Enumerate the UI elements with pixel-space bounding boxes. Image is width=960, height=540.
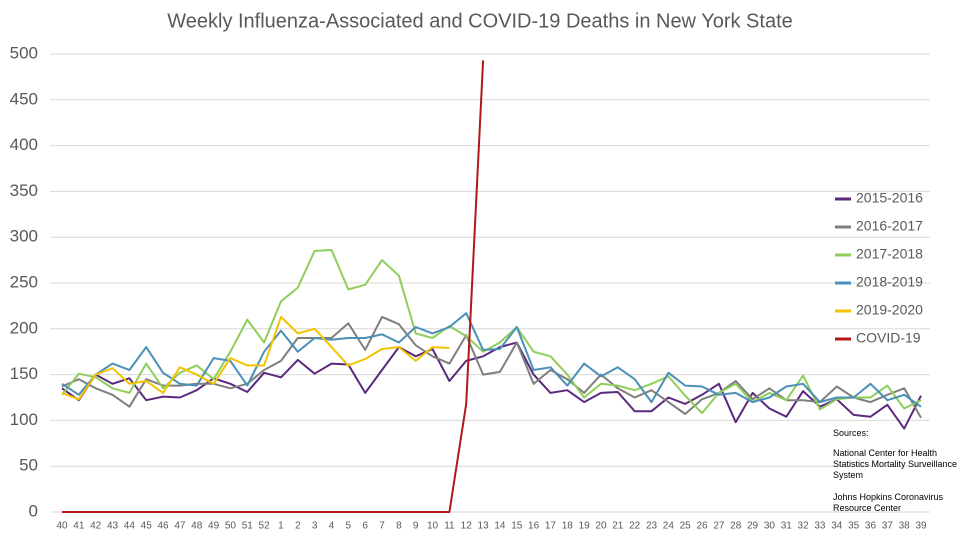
y-tick-label: 300 bbox=[10, 227, 38, 246]
x-tick-label: 12 bbox=[461, 521, 473, 532]
x-tick-label: 10 bbox=[427, 521, 439, 532]
x-tick-label: 18 bbox=[562, 521, 574, 532]
x-tick-label: 20 bbox=[595, 521, 607, 532]
x-tick-label: 2 bbox=[295, 521, 301, 532]
y-tick-label: 200 bbox=[10, 318, 38, 337]
x-tick-label: 29 bbox=[747, 521, 759, 532]
y-tick-label: 500 bbox=[10, 43, 38, 62]
x-tick-label: 16 bbox=[528, 521, 540, 532]
x-tick-label: 4 bbox=[329, 521, 335, 532]
x-tick-label: 34 bbox=[831, 521, 843, 532]
x-tick-label: 21 bbox=[612, 521, 624, 532]
y-tick-label: 50 bbox=[19, 456, 38, 475]
series-line bbox=[62, 60, 485, 513]
legend-label: 2017-2018 bbox=[856, 246, 923, 262]
x-tick-label: 39 bbox=[915, 521, 927, 532]
x-tick-label: 14 bbox=[494, 521, 506, 532]
y-tick-label: 100 bbox=[10, 410, 38, 429]
x-tick-label: 26 bbox=[696, 521, 708, 532]
x-tick-label: 25 bbox=[680, 521, 692, 532]
x-tick-label: 13 bbox=[478, 521, 490, 532]
x-tick-label: 47 bbox=[174, 521, 186, 532]
x-tick-label: 48 bbox=[191, 521, 203, 532]
x-tick-label: 22 bbox=[629, 521, 641, 532]
series-line bbox=[61, 315, 922, 419]
x-tick-label: 45 bbox=[141, 521, 153, 532]
x-tick-label: 23 bbox=[646, 521, 658, 532]
x-tick-label: 8 bbox=[396, 521, 402, 532]
x-tick-label: 28 bbox=[730, 521, 742, 532]
legend-label: 2015-2016 bbox=[856, 190, 923, 206]
x-tick-label: 43 bbox=[107, 521, 119, 532]
legend-label: 2019-2020 bbox=[856, 302, 923, 318]
x-tick-label: 41 bbox=[73, 521, 85, 532]
x-tick-label: 30 bbox=[764, 521, 776, 532]
x-tick-label: 7 bbox=[379, 521, 385, 532]
x-tick-label: 42 bbox=[90, 521, 102, 532]
x-tick-label: 27 bbox=[713, 521, 725, 532]
x-tick-label: 50 bbox=[225, 521, 237, 532]
source: Johns Hopkins Coronavirus Resource Cente… bbox=[833, 492, 944, 513]
x-tick-label: 24 bbox=[663, 521, 675, 532]
source: National Center for Health Statistics Mo… bbox=[833, 448, 958, 480]
legend-label: 2016-2017 bbox=[856, 218, 923, 234]
x-tick-label: 51 bbox=[242, 521, 254, 532]
series-line bbox=[61, 315, 450, 401]
legend-label: 2018-2019 bbox=[856, 274, 923, 290]
x-tick-label: 15 bbox=[511, 521, 523, 532]
x-tick-label: 31 bbox=[781, 521, 793, 532]
x-tick-label: 32 bbox=[798, 521, 810, 532]
x-tick-label: 36 bbox=[865, 521, 877, 532]
x-tick-label: 37 bbox=[882, 521, 894, 532]
x-tick-label: 33 bbox=[814, 521, 826, 532]
series-line bbox=[61, 249, 922, 415]
x-tick-label: 40 bbox=[56, 521, 68, 532]
x-tick-label: 44 bbox=[124, 521, 136, 532]
x-tick-label: 11 bbox=[444, 521, 455, 532]
x-tick-label: 1 bbox=[278, 521, 284, 532]
y-tick-label: 0 bbox=[29, 501, 38, 520]
chart-title: Weekly Influenza-Associated and COVID-19… bbox=[167, 10, 793, 32]
x-tick-label: 38 bbox=[899, 521, 911, 532]
x-tick-label: 5 bbox=[346, 521, 352, 532]
x-tick-label: 35 bbox=[848, 521, 860, 532]
legend-label: COVID-19 bbox=[856, 330, 921, 346]
y-tick-label: 400 bbox=[10, 135, 38, 154]
x-tick-label: 49 bbox=[208, 521, 220, 532]
sources-title: Sources: bbox=[833, 428, 869, 438]
x-tick-label: 9 bbox=[413, 521, 419, 532]
x-tick-label: 19 bbox=[579, 521, 591, 532]
x-tick-label: 52 bbox=[259, 521, 271, 532]
x-tick-label: 17 bbox=[545, 521, 557, 532]
y-tick-label: 450 bbox=[10, 89, 38, 108]
y-tick-label: 150 bbox=[10, 364, 38, 383]
y-tick-label: 350 bbox=[10, 181, 38, 200]
x-tick-label: 6 bbox=[362, 521, 368, 532]
x-tick-label: 3 bbox=[312, 521, 318, 532]
series-line bbox=[61, 312, 922, 408]
x-tick-label: 46 bbox=[157, 521, 169, 532]
y-tick-label: 250 bbox=[10, 272, 38, 291]
